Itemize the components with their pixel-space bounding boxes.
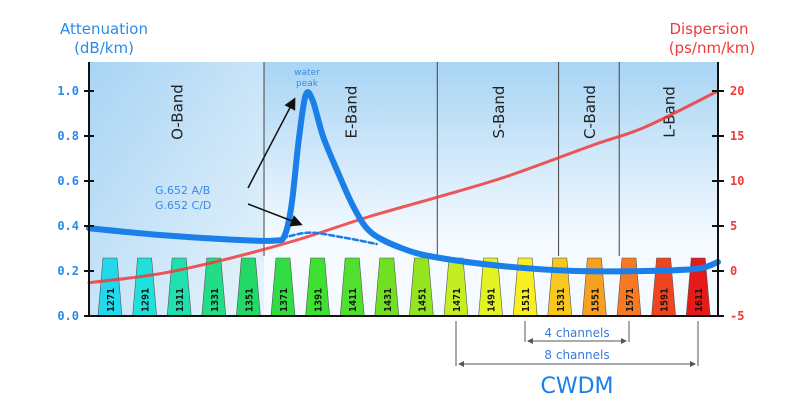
left-tick-label: 0.6 (57, 174, 79, 188)
cwdm-title: CWDM (540, 374, 613, 399)
channel-label: 1351 (244, 288, 255, 312)
channel-label: 1271 (106, 288, 117, 312)
water-peak-label: water (294, 68, 320, 78)
arrow-ab (247, 97, 296, 189)
channel-label: 1571 (625, 288, 636, 312)
left-tick-label: 0.0 (57, 309, 79, 323)
right-axis-label: Dispersion (669, 20, 748, 38)
g652ab-label: G.652 A/B (155, 184, 210, 197)
four-channels-label: 4 channels (544, 326, 609, 340)
g652cd-label: G.652 C/D (155, 199, 211, 212)
axes: 0.0 0.2 0.4 0.6 0.8 1.0 -5 0 5 10 15 20 (57, 62, 744, 323)
series-g-652-a-b (86, 89, 721, 275)
eight-channels-label: 8 channels (544, 348, 609, 362)
curves (86, 89, 721, 285)
channel-label: 1511 (521, 288, 532, 312)
arrow-cd (247, 203, 303, 227)
band-label: S-Band (490, 86, 508, 139)
series-dispersion (87, 89, 720, 285)
channel-label: 1291 (141, 288, 152, 312)
right-tick-label: 0 (730, 264, 737, 278)
channel-label: 1491 (487, 288, 498, 312)
right-tick-label: 15 (730, 129, 744, 143)
band-label: E-Band (343, 86, 361, 139)
channel-label: 1311 (175, 288, 186, 312)
right-tick-label: 20 (730, 84, 744, 98)
band-label: C-Band (581, 85, 599, 139)
left-tick-label: 0.4 (57, 219, 79, 233)
water-peak-label-2: peak (296, 79, 319, 89)
series-g-652-c-d (273, 231, 378, 246)
right-tick-label: 10 (730, 174, 744, 188)
left-tick-label: 0.8 (57, 129, 79, 143)
channel-label: 1391 (314, 288, 325, 312)
channel-label: 1591 (660, 288, 671, 312)
eight-channel-span: 8 channels (455, 321, 699, 367)
channel-label: 1451 (417, 288, 428, 312)
right-tick-label: 5 (730, 219, 737, 233)
channel-label: 1411 (348, 288, 359, 312)
four-channel-span: 4 channels (524, 321, 630, 344)
band-label: L-Band (661, 86, 679, 137)
channel-label: 1531 (556, 288, 567, 312)
channel-label: 1331 (210, 288, 221, 312)
channel-label: 1471 (452, 288, 463, 312)
left-tick-label: 1.0 (57, 84, 79, 98)
channel-label: 1431 (383, 288, 394, 312)
left-axis-label: Attenuation (60, 20, 148, 38)
channel-label: 1611 (694, 288, 705, 312)
channel-label: 1551 (590, 288, 601, 312)
channel-label: 1371 (279, 288, 290, 312)
band-label: O-Band (169, 84, 187, 140)
right-tick-label: -5 (730, 309, 744, 323)
right-axis-unit: (ps/nm/km) (669, 39, 756, 57)
left-axis-unit: (dB/km) (74, 39, 134, 57)
left-tick-label: 0.2 (57, 264, 79, 278)
